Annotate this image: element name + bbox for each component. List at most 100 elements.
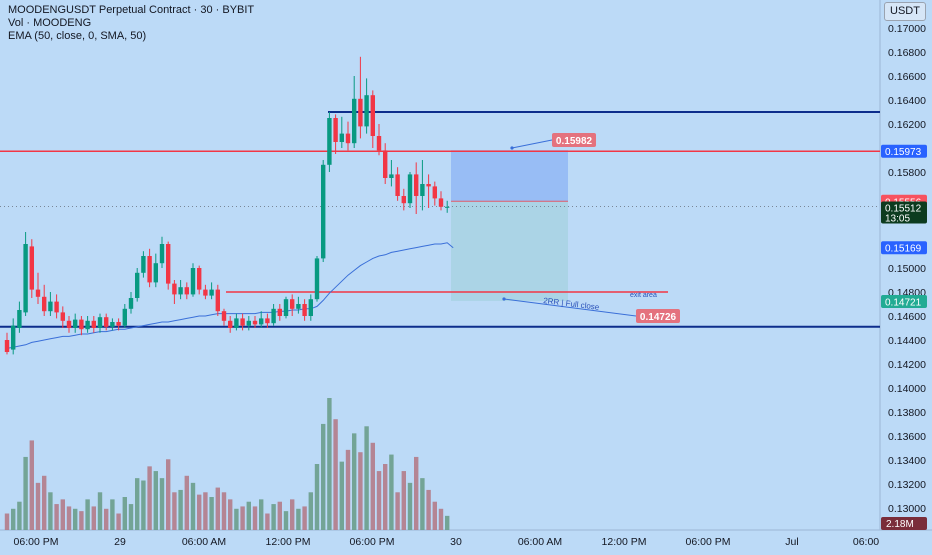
- candle-body: [66, 320, 72, 328]
- volume-bar: [66, 506, 72, 530]
- volume-bar: [290, 499, 295, 530]
- volume-bar: [23, 456, 28, 530]
- volume-bar: [79, 511, 84, 530]
- volume-bar: [153, 471, 158, 530]
- candle-body: [178, 287, 183, 295]
- candle-body: [321, 164, 326, 259]
- volume-bar: [42, 475, 47, 530]
- candle-body: [358, 98, 363, 127]
- candle-body: [147, 256, 152, 283]
- price-tick-label: 0.17000: [888, 23, 926, 35]
- price-tick-label: 0.15800: [888, 167, 926, 179]
- volume-bar: [420, 478, 425, 530]
- volume-bar: [159, 478, 165, 530]
- price-badge-bg: [881, 201, 927, 224]
- price-badge-label: 0.15973: [885, 147, 922, 158]
- candle-body: [327, 118, 332, 165]
- volume-bar: [215, 487, 220, 530]
- candle-body: [432, 186, 437, 199]
- volume-bar: [190, 482, 196, 530]
- time-tick-label: 12:00 PM: [266, 536, 311, 548]
- candle-body: [29, 246, 34, 290]
- price-tick-label: 0.13200: [888, 479, 926, 491]
- volume-bar: [389, 454, 394, 530]
- volume-bar: [321, 423, 326, 530]
- candle-body: [215, 289, 220, 312]
- volume-bar: [184, 475, 189, 530]
- target-zone: [451, 201, 568, 301]
- price-tick-label: 0.13000: [888, 503, 926, 515]
- price-axis: [880, 0, 932, 550]
- price-tick-label: 0.16200: [888, 119, 926, 131]
- price-tick-label: 0.14200: [888, 359, 926, 371]
- volume-bar: [364, 426, 369, 530]
- volume-bar: [345, 449, 351, 530]
- time-tick-label: 06:00 PM: [14, 536, 59, 548]
- time-tick-label: 06:00 AM: [518, 536, 562, 548]
- candle-body: [246, 320, 251, 326]
- price-tick-label: 0.16400: [888, 95, 926, 107]
- time-tick-label: 06:00 PM: [350, 536, 395, 548]
- candle-body: [308, 299, 313, 316]
- volume-bar: [259, 499, 264, 530]
- volume-legend: Vol · MOODENG: [8, 17, 92, 29]
- candle-body: [159, 244, 165, 264]
- time-tick-label: 06:00: [853, 536, 879, 548]
- candle-body: [283, 299, 289, 316]
- volume-bar: [395, 492, 400, 530]
- candle-body: [352, 98, 357, 144]
- callout-label-upper-bg: [552, 133, 596, 147]
- volume-bar: [234, 508, 239, 530]
- volume-bar: [147, 466, 152, 530]
- volume-badge-label: 2.18M: [886, 519, 914, 530]
- candle-body: [110, 322, 115, 327]
- volume-bar: [401, 471, 406, 530]
- volume-bar: [73, 508, 78, 530]
- candle-body: [128, 298, 134, 309]
- time-tick-label: 30: [450, 536, 462, 548]
- volume-bar: [35, 482, 41, 530]
- price-tick-label: 0.15000: [888, 263, 926, 275]
- candle-body: [35, 289, 41, 297]
- volume-bar: [407, 482, 413, 530]
- candle-body: [60, 312, 65, 321]
- candle-body: [221, 311, 227, 321]
- callout-label-lower-bg: [636, 309, 680, 323]
- time-tick-label: 06:00 PM: [686, 536, 731, 548]
- candle-body: [228, 320, 233, 328]
- volume-bar: [370, 442, 375, 530]
- volume-bar: [376, 471, 382, 530]
- volume-bar: [11, 508, 16, 530]
- price-tick-label: 0.16600: [888, 71, 926, 83]
- candle-body: [290, 299, 295, 309]
- callout-label-lower: 0.14726: [640, 312, 677, 323]
- volume-bar: [122, 497, 127, 530]
- volume-bar: [265, 513, 270, 530]
- candle-body: [209, 289, 214, 296]
- time-tick-label: 06:00 AM: [182, 536, 226, 548]
- time-tick-label: 12:00 PM: [602, 536, 647, 548]
- price-tick-label: 0.16800: [888, 47, 926, 59]
- price-badge-countdown: 13:05: [885, 214, 910, 225]
- currency-button[interactable]: USDT: [884, 2, 926, 21]
- candle-body: [79, 319, 84, 330]
- candle-body: [395, 174, 400, 196]
- candle-body: [376, 136, 382, 151]
- volume-bar: [314, 464, 320, 530]
- volume-bar: [110, 499, 115, 530]
- callout-connector: [511, 139, 553, 149]
- price-tick-label: 0.14600: [888, 311, 926, 323]
- volume-bar: [29, 440, 34, 530]
- callout-label-upper: 0.15982: [556, 136, 593, 147]
- ema-legend: EMA (50, close, 0, SMA, 50): [8, 30, 147, 42]
- candle-body: [401, 196, 406, 204]
- candle-body: [172, 283, 177, 295]
- volume-bar: [271, 504, 276, 530]
- volume-bar: [432, 501, 437, 530]
- time-tick-label: 29: [114, 536, 126, 548]
- candle-body: [445, 206, 450, 208]
- volume-bar: [209, 497, 214, 530]
- candle-body: [370, 95, 375, 136]
